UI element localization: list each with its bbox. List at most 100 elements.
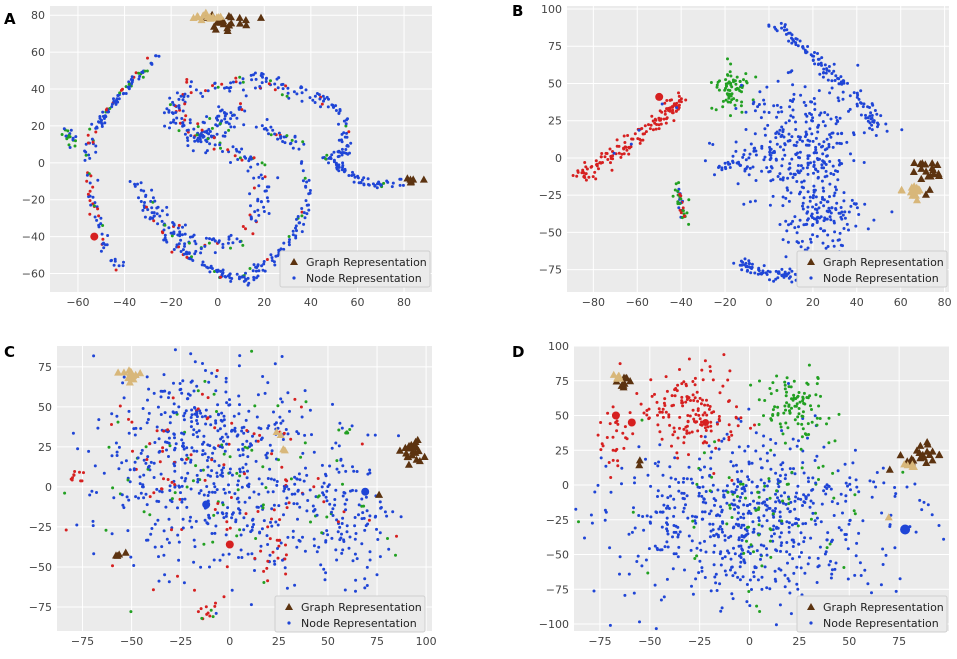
node-point: [787, 579, 791, 583]
node-point: [826, 245, 830, 248]
node-point: [647, 416, 651, 420]
node-point: [167, 436, 171, 440]
node-point: [280, 93, 284, 97]
node-point: [775, 389, 779, 392]
node-point: [590, 521, 594, 525]
node-point: [709, 509, 713, 513]
node-point: [832, 244, 836, 248]
node-point: [250, 349, 254, 353]
graph-point: [896, 451, 905, 459]
node-point: [155, 429, 159, 433]
node-point: [825, 422, 828, 426]
node-point: [100, 232, 104, 236]
node-point: [658, 548, 662, 552]
node-point: [754, 508, 758, 512]
node-point: [828, 195, 831, 199]
node-point: [784, 255, 788, 259]
yticks-b: −75 −50 −25 0 25 50 75 100: [539, 3, 562, 277]
node-point: [259, 173, 263, 177]
node-point: [278, 415, 282, 419]
node-point: [800, 422, 804, 426]
node-point: [270, 524, 274, 528]
node-point: [240, 158, 244, 162]
node-point: [729, 534, 733, 538]
node-point: [678, 202, 682, 206]
node-point: [295, 430, 299, 434]
node-point: [166, 428, 170, 432]
node-point: [684, 384, 688, 388]
node-point: [747, 262, 751, 266]
node-point: [273, 132, 277, 136]
node-point: [681, 206, 685, 210]
node-point: [643, 124, 647, 128]
node-point: [128, 180, 132, 183]
node-point: [819, 61, 823, 65]
node-point: [786, 240, 790, 244]
node-point: [802, 391, 806, 395]
node-point: [704, 550, 708, 554]
node-point: [351, 559, 355, 563]
node-point: [267, 212, 271, 215]
node-point: [665, 389, 669, 393]
node-point: [722, 353, 726, 357]
node-point: [768, 158, 772, 162]
node-point: [844, 481, 848, 485]
node-point: [385, 514, 389, 518]
node-point: [190, 408, 194, 412]
graph-point: [917, 174, 926, 183]
node-point: [179, 238, 183, 242]
node-point: [394, 553, 397, 557]
node-point: [203, 518, 207, 522]
node-point: [695, 554, 699, 558]
node-point: [340, 522, 344, 525]
legend-label-node: Node Representation: [301, 617, 417, 630]
graph-point: [933, 160, 942, 168]
node-point: [178, 234, 182, 238]
node-point: [181, 98, 185, 102]
node-point: [162, 228, 166, 232]
graph-point: [635, 456, 644, 464]
node-point: [852, 509, 856, 513]
node-point: [228, 467, 232, 471]
node-point: [246, 169, 250, 173]
node-point: [730, 478, 734, 482]
graph-point: [897, 186, 906, 194]
node-point: [799, 447, 803, 451]
node-point: [833, 567, 837, 571]
node-point: [757, 423, 761, 426]
node-point: [668, 98, 672, 102]
node-point: [203, 478, 207, 482]
node-point: [728, 506, 732, 510]
node-point: [97, 418, 101, 422]
node-point: [172, 381, 175, 385]
y-tick-label: 75: [548, 40, 562, 53]
node-point: [124, 459, 128, 463]
node-point: [638, 141, 642, 145]
node-point: [187, 241, 191, 245]
node-point: [797, 439, 800, 443]
node-point: [783, 387, 787, 391]
node-point: [804, 51, 808, 55]
node-point: [644, 130, 648, 134]
node-point: [589, 165, 593, 169]
node-point: [238, 150, 241, 154]
node-point: [851, 461, 855, 465]
node-point: [293, 134, 297, 138]
node-point: [736, 575, 740, 579]
node-point: [871, 103, 875, 107]
node-point: [692, 399, 696, 402]
node-point: [630, 137, 634, 141]
node-point: [179, 491, 182, 495]
node-point: [682, 477, 686, 480]
node-point: [747, 545, 751, 549]
node-point: [228, 471, 232, 475]
node-point: [832, 514, 836, 517]
x-tick-label: 25: [272, 635, 286, 648]
node-point: [802, 179, 806, 183]
node-point: [605, 436, 609, 439]
node-point: [795, 37, 799, 41]
node-point: [173, 491, 177, 495]
node-point: [790, 470, 794, 474]
node-point: [158, 460, 162, 464]
node-point: [737, 160, 740, 164]
